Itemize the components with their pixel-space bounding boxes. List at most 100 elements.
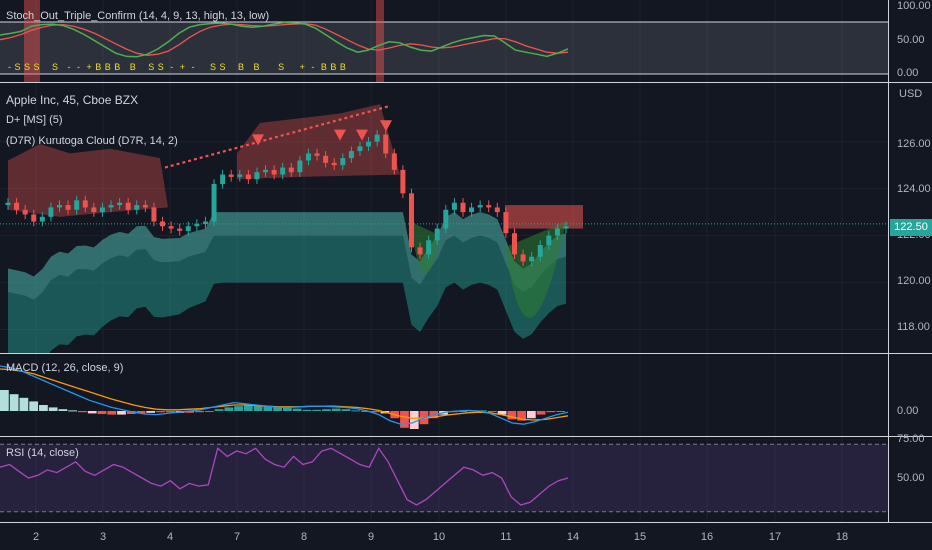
stoch-tick: 100.00 [897, 0, 931, 12]
rsi-band [0, 444, 888, 512]
macd-histogram-bar [243, 405, 253, 411]
candle-body [374, 134, 380, 142]
rsi-axis[interactable]: 75.00 50.00 [888, 433, 932, 522]
candle-body [314, 153, 320, 156]
macd-pane[interactable]: MACD (12, 26, close, 9) [0, 354, 888, 436]
candle-body [391, 153, 397, 170]
indicator-kurutoga[interactable]: (D7R) Kurutoga Cloud (D7R, 14, 2) [6, 135, 178, 147]
macd-histogram-bar [273, 406, 282, 411]
candle-body [74, 200, 80, 210]
macd-histogram-bar [478, 410, 487, 412]
macd-histogram-bar [146, 411, 156, 413]
macd-histogram-bar [117, 411, 126, 415]
candle-body [366, 141, 372, 147]
macd-histogram-bar [107, 411, 117, 415]
stoch-tick: 50.00 [897, 34, 925, 46]
candle-body [108, 205, 114, 208]
candle-body [91, 207, 97, 213]
stoch-axis[interactable]: 100.00 50.00 0.00 [888, 0, 932, 82]
candle-body [357, 146, 363, 152]
symbol-title[interactable]: Apple Inc, 45, Cboe BZX [6, 93, 139, 107]
macd-histogram-bar [536, 411, 546, 415]
stoch-d-line [0, 22, 569, 56]
candle-body [194, 223, 200, 227]
macd-histogram-bar [253, 405, 263, 411]
macd-histogram-bar [400, 411, 409, 428]
macd-histogram-bar [58, 409, 68, 411]
candle-body [469, 207, 475, 213]
support-cloud [505, 221, 566, 318]
candle-body [280, 167, 286, 175]
macd-histogram-bar [312, 409, 322, 411]
pane-separator[interactable] [0, 82, 932, 83]
currency-label: USD [899, 88, 923, 100]
macd-histogram-bar [370, 411, 380, 413]
candle-body [348, 151, 354, 159]
candle-body [554, 228, 560, 236]
price-tick: 126.00 [897, 138, 931, 150]
candle-body [511, 233, 517, 255]
candle-body [31, 214, 37, 222]
macd-histogram-bar [341, 409, 351, 411]
macd-histogram-bar [48, 407, 58, 411]
stoch-signal-letters: - S S S S - - + B B B B S S - + - S S B … [8, 62, 347, 72]
pane-separator[interactable] [0, 522, 932, 523]
candle-body [168, 226, 174, 229]
pane-separator[interactable] [0, 436, 932, 437]
macd-histogram-bar [185, 411, 195, 413]
macd-line [0, 365, 569, 425]
macd-title[interactable]: MACD (12, 26, close, 9) [6, 362, 124, 374]
candle-body [323, 155, 329, 163]
macd-histogram-bar [156, 411, 165, 413]
macd-axis[interactable]: 0.00 [888, 354, 932, 436]
stoch-tick: 0.00 [897, 67, 919, 79]
candle-body [537, 245, 543, 257]
candle-body [400, 169, 406, 194]
resistance-cloud [237, 104, 400, 180]
support-cloud [410, 221, 440, 274]
rsi-title[interactable]: RSI (14, close) [6, 447, 79, 459]
last-price-tag: 122.50 [890, 219, 932, 236]
candle-body [477, 205, 483, 208]
rsi-tick: 50.00 [897, 472, 925, 484]
candle-body [271, 169, 277, 175]
time-tick: 16 [700, 531, 714, 543]
cloud-lower-band [8, 235, 566, 353]
macd-histogram-bar [322, 409, 331, 411]
price-axis[interactable]: USD 126.00 124.00 122.00 120.00 118.00 [888, 83, 932, 353]
candle-body [288, 167, 294, 173]
candle-body [383, 134, 389, 154]
time-tick: 14 [566, 531, 580, 543]
candle-body [14, 202, 20, 210]
stoch-k-line [0, 21, 569, 58]
price-pane[interactable]: Apple Inc, 45, Cboe BZX D+ [MS] (5) (D7R… [0, 83, 888, 353]
macd-histogram-bar [517, 411, 526, 421]
stoch-pane[interactable]: Stoch_Out_Triple_Confirm (14, 4, 9, 13, … [0, 0, 888, 82]
candle-body [563, 226, 569, 229]
candle-body [211, 183, 217, 222]
macd-histogram-bar [29, 401, 39, 411]
candle-body [228, 174, 234, 177]
candle-body [451, 202, 457, 210]
stoch-signal-zone [376, 0, 384, 82]
time-tick: 18 [835, 531, 849, 543]
time-axis[interactable]: 2 3 4 7 8 9 10 11 14 15 16 17 18 [0, 523, 888, 550]
macd-histogram-bar [526, 411, 536, 419]
stoch-title: Stoch_Out_Triple_Confirm (14, 4, 9, 13, … [6, 10, 270, 22]
macd-histogram-bar [409, 411, 419, 429]
candle-body [185, 226, 191, 231]
time-tick: 9 [367, 531, 375, 543]
candle-body [546, 235, 552, 245]
macd-histogram-bar [292, 408, 302, 411]
candle-body [434, 228, 440, 241]
indicator-dplus[interactable]: D+ [MS] (5) [6, 114, 63, 126]
candle-body [254, 172, 260, 180]
candle-body [408, 193, 414, 248]
candle-body [331, 162, 337, 166]
macd-histogram-bar [331, 408, 341, 411]
pane-separator[interactable] [0, 353, 932, 354]
rsi-pane[interactable]: RSI (14, close) [0, 437, 888, 522]
time-tick: 10 [432, 531, 446, 543]
macd-histogram-bar [9, 394, 19, 411]
candle-body [142, 205, 148, 208]
